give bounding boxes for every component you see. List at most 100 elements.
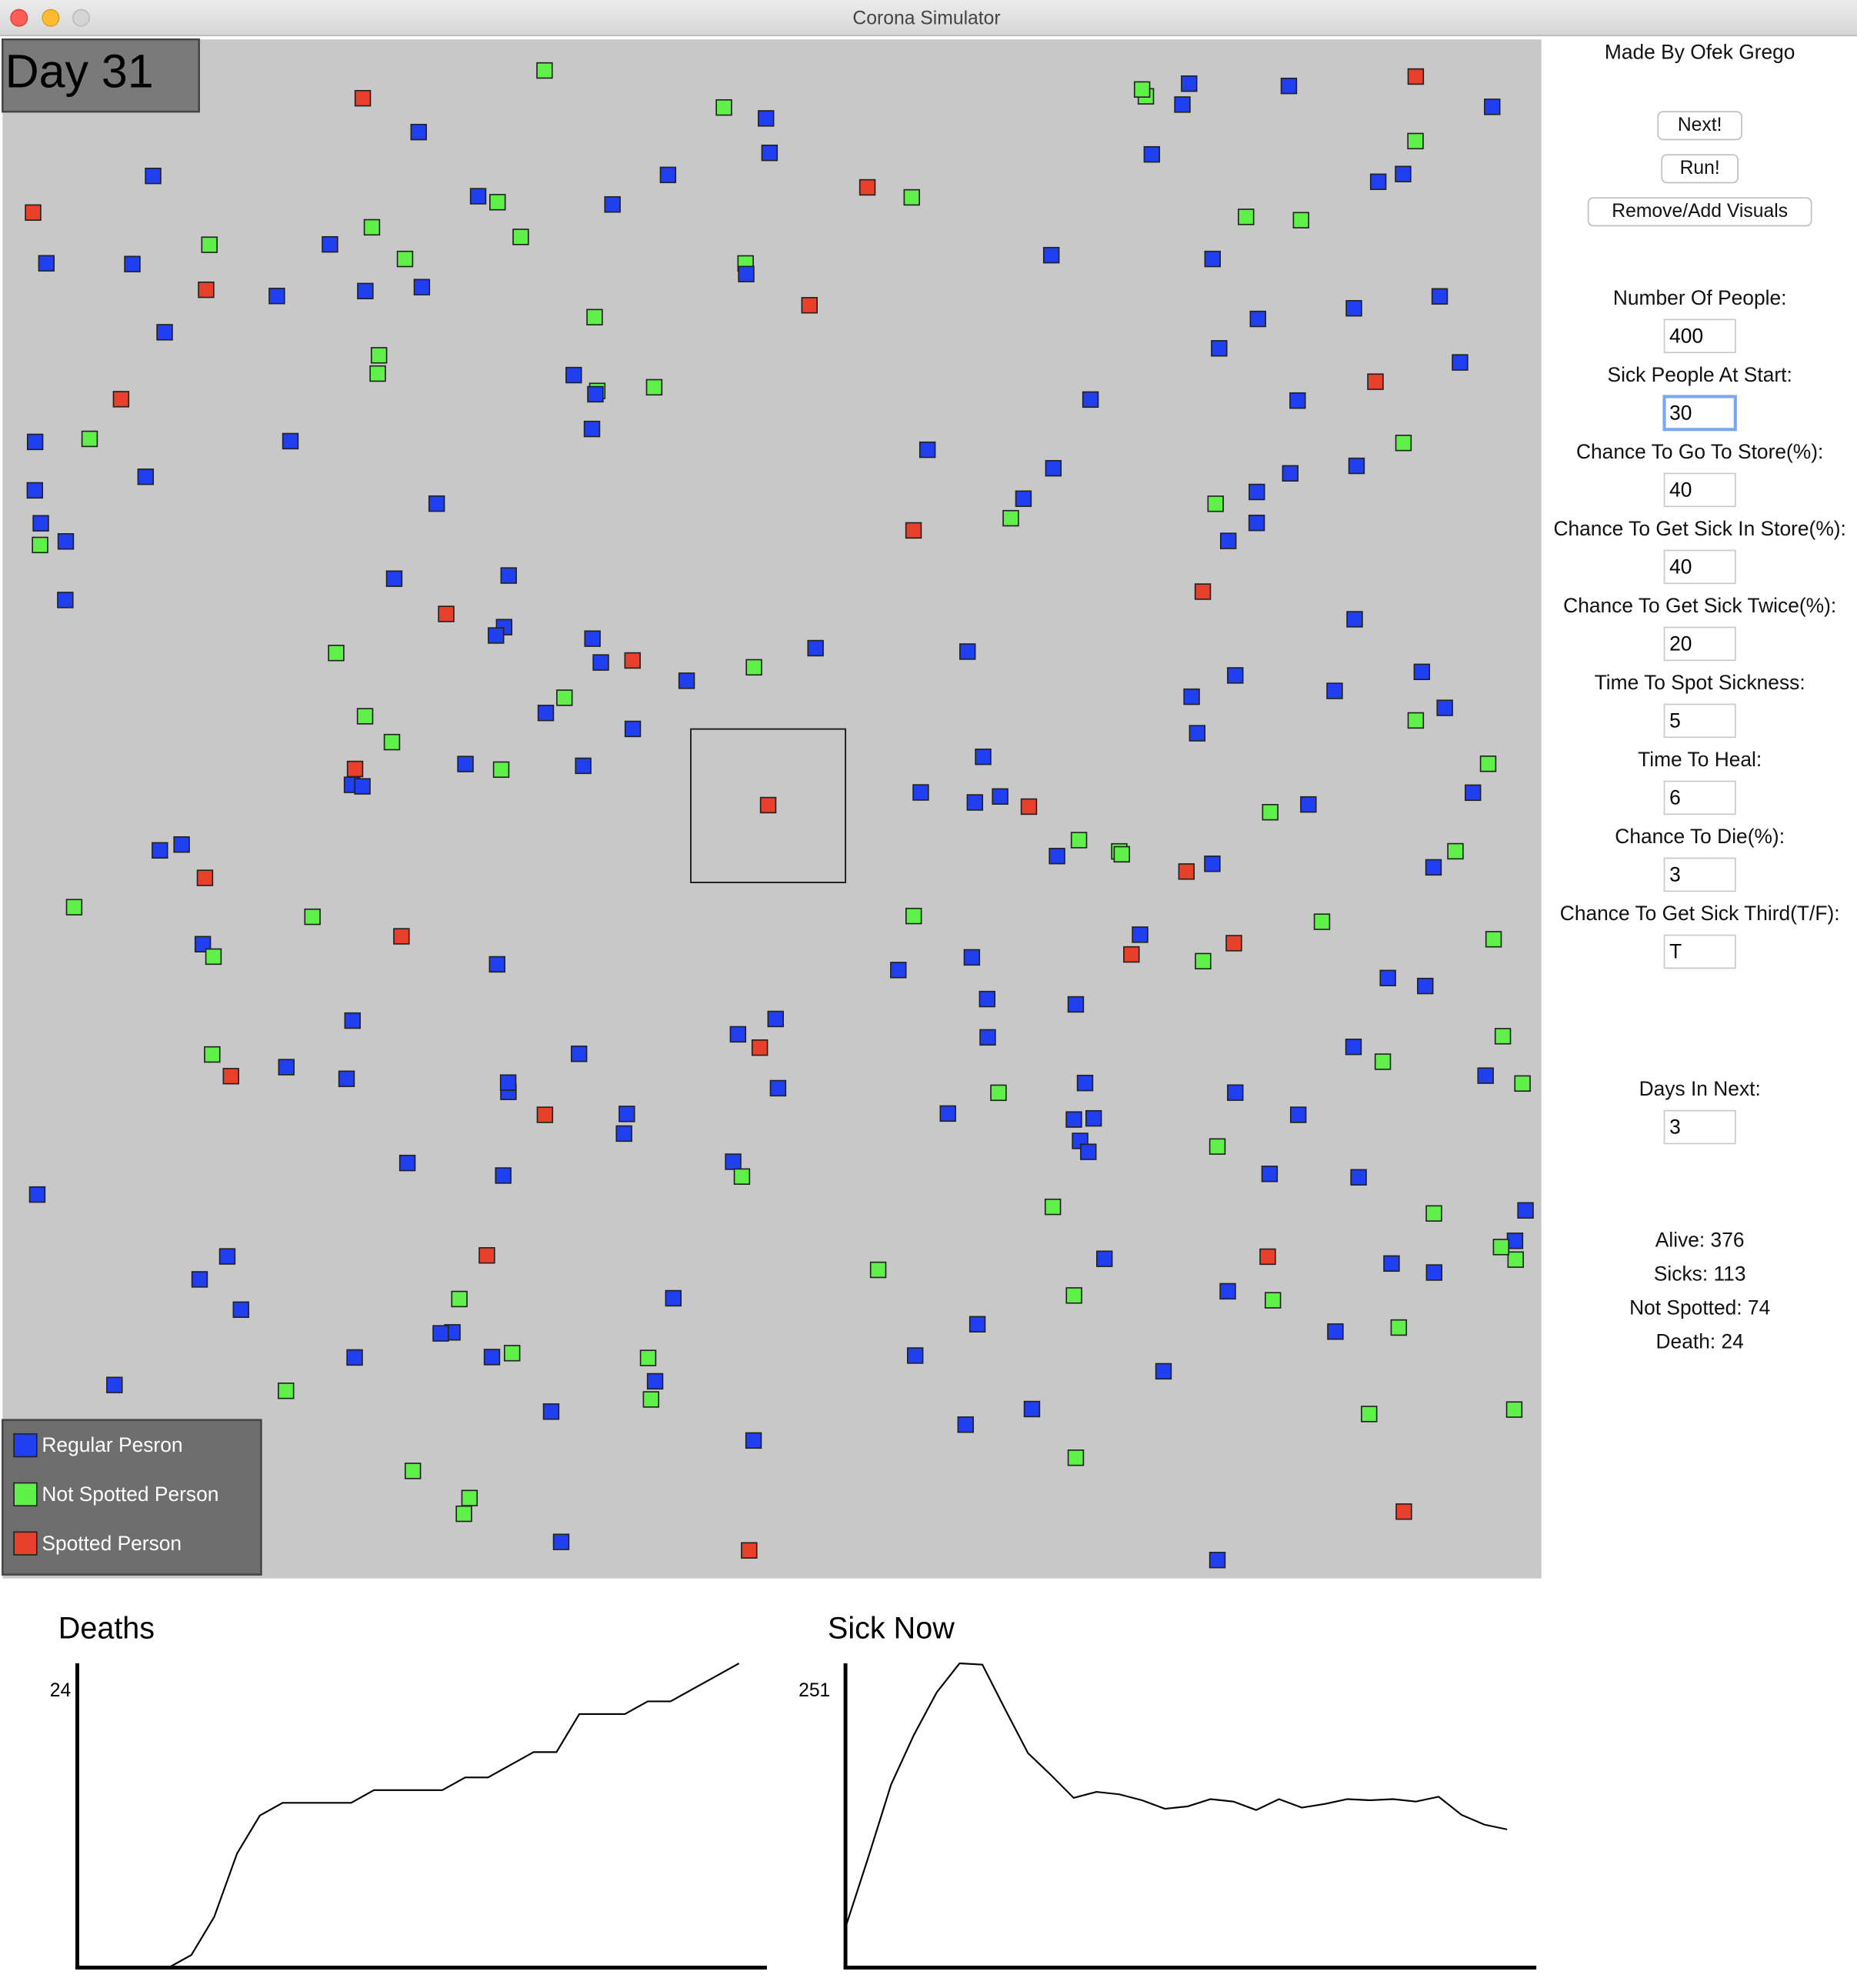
person (1143, 145, 1161, 163)
person (990, 1084, 1007, 1102)
person (1209, 1552, 1226, 1569)
person (81, 430, 98, 448)
input-value[interactable]: 400 (1669, 324, 1703, 347)
person (26, 433, 44, 451)
person (1505, 1401, 1523, 1418)
person (869, 1261, 887, 1279)
zoom-button[interactable] (72, 8, 90, 27)
legend-swatch (13, 1433, 38, 1458)
person (725, 1153, 742, 1170)
store (690, 728, 847, 883)
legend-label: Spotted Person (42, 1532, 182, 1555)
person (1346, 611, 1363, 628)
person (1390, 1319, 1408, 1336)
person (761, 144, 778, 162)
person (759, 796, 777, 814)
person (1219, 1283, 1236, 1300)
person (642, 1391, 660, 1408)
minimize-button[interactable] (42, 8, 60, 27)
close-button[interactable] (10, 8, 28, 27)
input-value[interactable]: 3 (1669, 863, 1681, 886)
person (268, 288, 285, 305)
person (542, 1403, 560, 1420)
text-input[interactable] (1663, 319, 1736, 354)
text-input[interactable] (1663, 857, 1736, 892)
person (1345, 1039, 1362, 1056)
text-input[interactable] (1663, 703, 1736, 739)
person (1067, 1449, 1085, 1466)
person (1379, 969, 1396, 986)
person (1436, 699, 1453, 716)
person (583, 420, 601, 438)
person (575, 757, 592, 775)
person (905, 907, 922, 925)
input-value[interactable]: 40 (1669, 555, 1692, 578)
person (385, 570, 403, 587)
person (512, 228, 529, 245)
button[interactable] (1587, 197, 1812, 227)
person (173, 836, 190, 853)
person (1289, 1106, 1307, 1123)
input-value[interactable]: 30 (1669, 401, 1692, 424)
person (1292, 212, 1309, 228)
person (57, 533, 75, 550)
person (807, 639, 824, 657)
person (32, 515, 49, 532)
person (729, 1026, 747, 1043)
text-input[interactable] (1663, 780, 1736, 816)
person (618, 1106, 635, 1122)
person (1350, 1169, 1367, 1186)
person (1345, 300, 1362, 317)
person (1326, 682, 1343, 699)
person (370, 347, 388, 364)
field-label: Chance To Get Sick Third(T/F): (1560, 902, 1840, 925)
person (205, 948, 222, 966)
person (489, 194, 506, 211)
person (503, 1345, 521, 1362)
person (939, 1105, 956, 1122)
person (745, 1432, 762, 1449)
input-value[interactable]: 3 (1669, 1116, 1681, 1139)
person (1280, 77, 1298, 95)
button[interactable] (1661, 154, 1739, 184)
person (918, 441, 936, 459)
person (194, 936, 212, 952)
person (1374, 1053, 1392, 1070)
person (1067, 996, 1085, 1013)
person (536, 1106, 554, 1123)
person (1264, 1292, 1282, 1309)
person (738, 265, 755, 282)
person (112, 391, 130, 408)
text-input[interactable] (1663, 549, 1736, 585)
text-input[interactable] (1662, 395, 1737, 432)
input-value[interactable]: 6 (1669, 786, 1681, 809)
person (1049, 848, 1065, 865)
person (645, 379, 663, 396)
person (478, 1247, 495, 1264)
person (137, 468, 155, 485)
text-input[interactable] (1663, 1109, 1736, 1145)
button-label[interactable]: Next! (1678, 115, 1722, 135)
stat: Alive: 376 (1655, 1228, 1745, 1251)
person (624, 720, 642, 738)
person (106, 1376, 123, 1393)
text-input[interactable] (1663, 626, 1736, 662)
person (1361, 1406, 1378, 1423)
input-value[interactable]: 20 (1669, 632, 1692, 655)
person (615, 1125, 632, 1142)
person (1506, 1232, 1524, 1249)
person (363, 218, 381, 236)
field-label: Time To Heal: (1638, 748, 1762, 771)
button-label[interactable]: Run! (1680, 158, 1720, 178)
button[interactable] (1657, 111, 1742, 141)
person (858, 178, 876, 196)
input-value[interactable]: 40 (1669, 478, 1692, 501)
button-label[interactable]: Remove/Add Visuals (1612, 201, 1788, 222)
person (1485, 931, 1502, 948)
input-value[interactable]: 5 (1669, 709, 1681, 732)
person (156, 324, 173, 341)
text-input[interactable] (1663, 934, 1736, 969)
input-value[interactable]: T (1669, 940, 1682, 963)
text-input[interactable] (1663, 472, 1736, 508)
person (432, 1325, 449, 1342)
